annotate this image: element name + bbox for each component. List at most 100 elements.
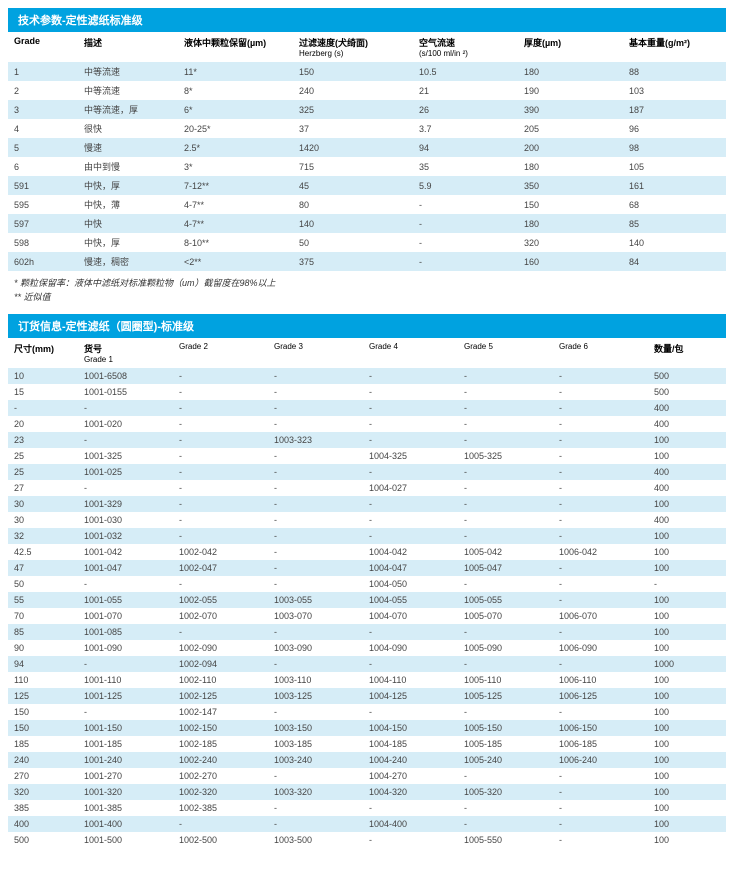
footnote-line: ** 近似值 (14, 291, 726, 305)
table-cell: 400 (648, 512, 726, 528)
table-cell: 1004-125 (363, 688, 458, 704)
table-row: 551001-0551002-0551003-0551004-0551005-0… (8, 592, 726, 608)
table-row: 251001-325--1004-3251005-325-100 (8, 448, 726, 464)
table-cell: 400 (648, 400, 726, 416)
table-cell: 100 (648, 448, 726, 464)
table-cell: 11* (178, 62, 293, 81)
table-cell: 4-7** (178, 214, 293, 233)
table-cell: - (363, 624, 458, 640)
table-cell: - (553, 656, 648, 672)
table-cell: 1002-042 (173, 544, 268, 560)
table-cell: 350 (518, 176, 623, 195)
table-cell: - (553, 464, 648, 480)
table-cell: - (78, 480, 173, 496)
table-cell: 中快，厚 (78, 233, 178, 252)
table-cell: - (553, 704, 648, 720)
table-cell: 中等流速 (78, 81, 178, 100)
table-cell: 591 (8, 176, 78, 195)
table-cell: - (458, 768, 553, 784)
table-cell: 88 (623, 62, 726, 81)
table-cell: 1001-150 (78, 720, 173, 736)
table-cell: <2** (178, 252, 293, 271)
table-row: 602h慢速，稠密<2**375-16084 (8, 252, 726, 271)
table-cell: 10.5 (413, 62, 518, 81)
table-cell: 320 (8, 784, 78, 800)
table-row: -------400 (8, 400, 726, 416)
table-cell: 25 (8, 448, 78, 464)
col-header-sub: Grade 2 (179, 342, 262, 351)
table-cell: 1001-270 (78, 768, 173, 784)
table-cell: 23 (8, 432, 78, 448)
table-cell: 1006-070 (553, 608, 648, 624)
table-cell: 200 (518, 138, 623, 157)
col-header-main: 尺寸(mm) (14, 344, 54, 354)
table-cell: - (268, 368, 363, 384)
table-cell: 1001-020 (78, 416, 173, 432)
table-cell: 1002-500 (173, 832, 268, 848)
table-cell: 595 (8, 195, 78, 214)
table-cell: - (648, 576, 726, 592)
table-row: 1501001-1501002-1501003-1501004-1501005-… (8, 720, 726, 736)
table-cell: - (8, 400, 78, 416)
table-cell: - (363, 800, 458, 816)
table-cell: 100 (648, 560, 726, 576)
table-cell: 20-25* (178, 119, 293, 138)
table-cell: 325 (293, 100, 413, 119)
table-cell: 105 (623, 157, 726, 176)
table-cell: 602h (8, 252, 78, 271)
table2-col-header: Grade 6 (553, 338, 648, 368)
table-cell: - (173, 816, 268, 832)
table-cell: 3* (178, 157, 293, 176)
table-cell: - (268, 512, 363, 528)
table-cell: 中等流速 (78, 62, 178, 81)
table-cell: - (268, 480, 363, 496)
table-cell: - (78, 576, 173, 592)
table-cell: - (268, 496, 363, 512)
table-cell: - (553, 480, 648, 496)
table-cell: 1003-055 (268, 592, 363, 608)
table-cell: 1004-050 (363, 576, 458, 592)
table-cell: 100 (648, 752, 726, 768)
order-info-table: 尺寸(mm)货号Grade 1Grade 2Grade 3Grade 4Grad… (8, 338, 726, 848)
table-cell: 100 (648, 672, 726, 688)
table-cell: 1004-325 (363, 448, 458, 464)
table-cell: - (173, 432, 268, 448)
table-cell: 21 (413, 81, 518, 100)
col-header-main: 液体中颗粒保留(µm) (184, 38, 266, 48)
table-cell: 180 (518, 157, 623, 176)
table-cell: 150 (293, 62, 413, 81)
table-cell: 1002-320 (173, 784, 268, 800)
table-cell: 100 (648, 832, 726, 848)
table-cell: - (458, 576, 553, 592)
table-row: 595中快，薄4-7**80-15068 (8, 195, 726, 214)
table-row: 597中快4-7**140-18085 (8, 214, 726, 233)
table-cell: 27 (8, 480, 78, 496)
table-cell: - (363, 656, 458, 672)
table-cell: 1004-320 (363, 784, 458, 800)
table-cell: 1003-110 (268, 672, 363, 688)
table-cell: 1002-094 (173, 656, 268, 672)
table-cell: 110 (8, 672, 78, 688)
table-cell: 240 (8, 752, 78, 768)
table-cell: 100 (648, 784, 726, 800)
table-cell: 85 (623, 214, 726, 233)
table-cell: 90 (8, 640, 78, 656)
table-cell: - (458, 384, 553, 400)
col-header-sub: Grade 4 (369, 342, 452, 351)
table-cell: 150 (8, 720, 78, 736)
table-cell: - (553, 832, 648, 848)
table-cell: - (363, 704, 458, 720)
table-cell: 1001-400 (78, 816, 173, 832)
table-cell: - (268, 704, 363, 720)
table-cell: 190 (518, 81, 623, 100)
table-cell: 1002-185 (173, 736, 268, 752)
table-cell: 3.7 (413, 119, 518, 138)
table-row: 2701001-2701002-270-1004-270--100 (8, 768, 726, 784)
table-cell: 125 (8, 688, 78, 704)
table-cell: 185 (8, 736, 78, 752)
table-cell: 100 (648, 432, 726, 448)
table-cell: - (78, 656, 173, 672)
table-cell: - (268, 464, 363, 480)
col-header-sub: Grade 5 (464, 342, 547, 351)
table1-col-header: 空气流速(s/100 ml/in ²) (413, 32, 518, 62)
